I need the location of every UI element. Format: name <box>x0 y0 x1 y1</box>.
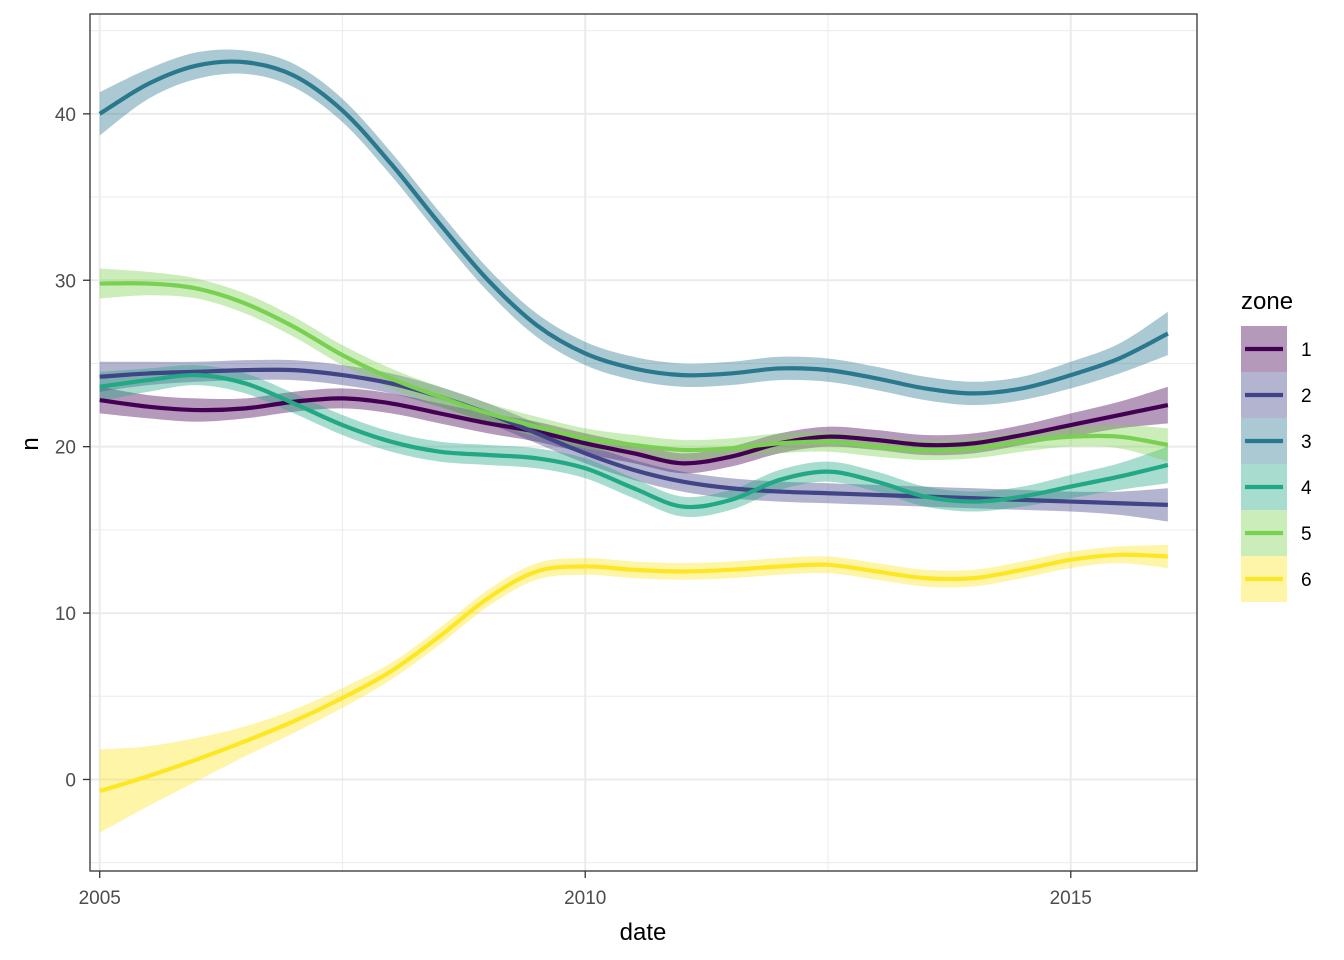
legend-label-zone-6: 6 <box>1301 570 1312 591</box>
x-axis-title: date <box>620 919 667 946</box>
series-line-zone-6 <box>99 552 1168 794</box>
legend-label-zone-3: 3 <box>1301 432 1312 453</box>
axis-ticks <box>83 113 1072 878</box>
x-axis-tick-labels: 2005 2010 2015 <box>79 888 1092 909</box>
legend: zone 1 2 3 4 5 6 <box>1241 288 1312 602</box>
panel-border <box>89 13 1198 872</box>
series-line-zone-2 <box>99 367 1168 507</box>
y-tick-label: 10 <box>55 604 76 625</box>
y-tick-label: 40 <box>55 105 76 126</box>
series-line-zone-5 <box>99 281 1169 453</box>
x-tick-label: 2015 <box>1050 888 1092 909</box>
y-tick-label: 20 <box>55 438 76 459</box>
legend-label-zone-5: 5 <box>1301 524 1312 545</box>
confidence-band-zone-1 <box>99 386 1168 474</box>
legend-label-zone-4: 4 <box>1301 478 1312 499</box>
legend-title: zone <box>1241 288 1293 315</box>
legend-label-zone-1: 1 <box>1301 340 1312 361</box>
y-tick-label: 0 <box>65 770 76 791</box>
series-lines <box>98 59 1169 794</box>
series-line-zone-1 <box>99 396 1169 466</box>
y-axis-title: n <box>17 437 44 450</box>
series-line-zone-3 <box>98 59 1169 396</box>
y-tick-label: 30 <box>55 271 76 292</box>
confidence-band-zone-5 <box>99 268 1168 462</box>
legend-label-zone-2: 2 <box>1301 386 1312 407</box>
x-tick-label: 2010 <box>564 888 606 909</box>
x-tick-label: 2005 <box>79 888 121 909</box>
series-line-zone-4 <box>99 372 1169 510</box>
legend-keys: 1 2 3 4 5 6 <box>1241 326 1312 602</box>
y-axis-tick-labels: 0 10 20 30 40 <box>55 105 76 792</box>
